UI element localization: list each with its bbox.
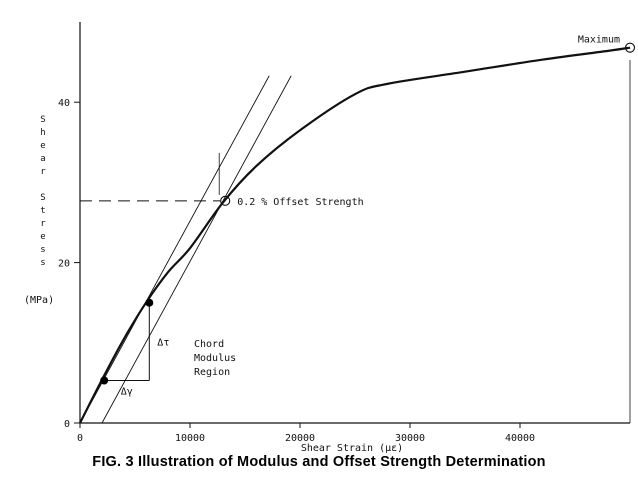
chord-point-upper [145,298,154,307]
chord-label-line1: Chord [194,339,224,350]
y-label-letter: e [40,141,45,151]
y-label-letter: S [40,115,45,125]
y-label-letter: t [40,206,45,216]
y-tick-label: 20 [58,259,70,270]
chord-modulus-line [79,75,270,424]
stress-strain-curve [79,46,631,424]
chord-label-line3: Region [194,367,230,378]
x-tick-label: 0 [77,433,83,444]
chord-label-line2: Modulus [194,353,236,364]
y-tick-label: 0 [64,419,70,430]
y-label-letter: r [40,219,46,229]
y-label-letter: S [40,193,45,203]
figure-caption: FIG. 3 Illustration of Modulus and Offse… [92,454,546,470]
x-tick-label: 40000 [505,433,535,444]
delta-tau-label: Δτ [157,338,169,349]
x-ticks: 0 10000 20000 30000 40000 [77,423,535,444]
y-label-letter: r [40,167,46,177]
y-label-letter: a [40,154,45,164]
y-label-letter: s [40,258,45,268]
y-ticks: 0 20 40 [58,98,80,430]
maximum-label: Maximum [578,35,620,46]
delta-gamma-label: Δγ [121,386,133,397]
x-tick-label: 30000 [395,433,425,444]
maximum-point [624,42,636,53]
x-tick-label: 20000 [285,433,315,444]
chord-point-lower [100,376,109,385]
x-tick-label: 10000 [175,433,205,444]
y-axis-unit: (MPa) [24,295,54,306]
y-tick-label: 40 [58,98,70,109]
offset-strength-point [220,195,231,206]
y-label-letter: e [40,232,45,242]
offset-strength-label: 0.2 % Offset Strength [237,197,363,208]
offset-line [101,75,292,424]
x-axis-label: Shear Strain (με) [301,443,403,454]
y-label-letter: s [40,245,45,255]
y-label-letter: h [40,128,45,138]
